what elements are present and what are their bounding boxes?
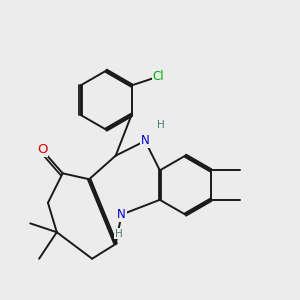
Text: H: H: [158, 120, 165, 130]
Text: N: N: [141, 134, 149, 147]
Text: H: H: [115, 229, 122, 239]
Text: Cl: Cl: [152, 70, 164, 83]
Text: N: N: [117, 208, 126, 221]
Text: O: O: [37, 143, 47, 156]
